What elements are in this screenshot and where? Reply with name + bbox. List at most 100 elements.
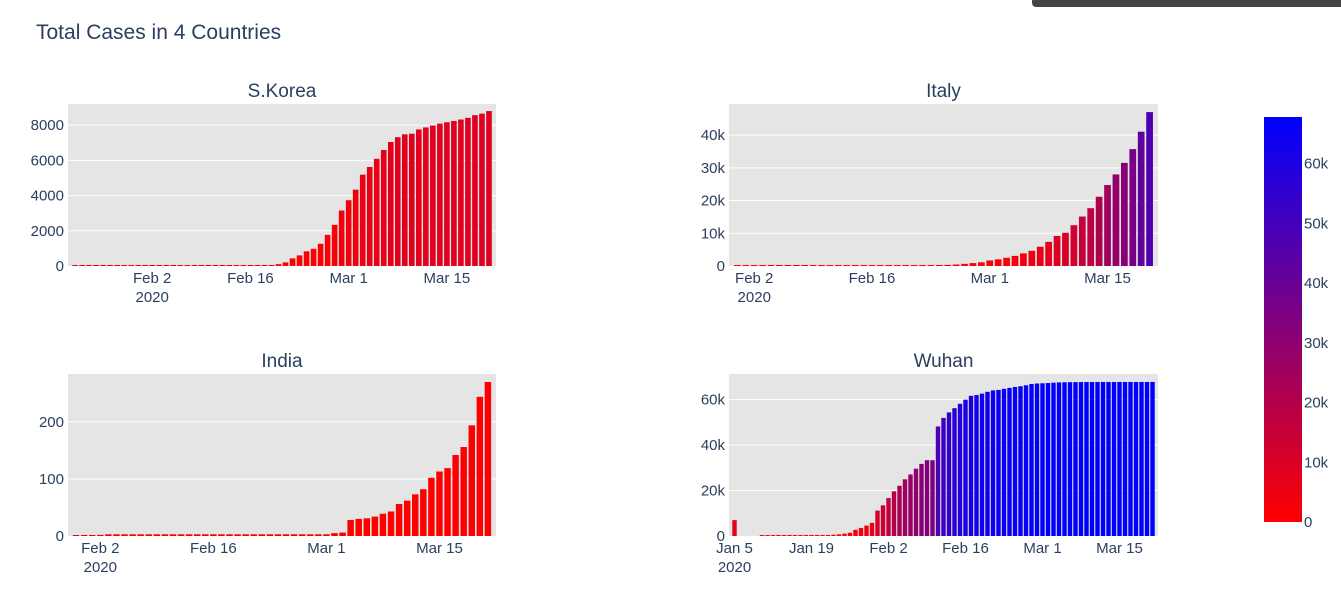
bar <box>436 471 443 536</box>
bar <box>339 532 346 536</box>
x-tick-label: Mar 1 <box>329 270 367 287</box>
bar <box>149 265 156 266</box>
bar <box>902 479 908 536</box>
colorbar-tick-label: 40k <box>1304 275 1329 292</box>
bar <box>170 265 177 266</box>
bar <box>121 265 127 266</box>
bar <box>184 265 191 266</box>
x-tick-year-label: 2020 <box>136 289 169 306</box>
bar <box>927 265 935 266</box>
bar <box>282 262 289 266</box>
bar <box>177 534 185 536</box>
bar <box>307 534 314 536</box>
bar <box>875 510 880 536</box>
bar <box>1137 131 1145 266</box>
y-tick-label: 0 <box>56 258 64 275</box>
bar <box>1117 381 1122 536</box>
bar <box>1056 382 1062 536</box>
bar <box>93 265 99 266</box>
bar <box>234 534 241 536</box>
x-tick-year-label: 2020 <box>84 559 117 576</box>
bar <box>484 381 492 536</box>
bar <box>219 265 226 266</box>
colorbar-tick-label: 50k <box>1304 215 1329 232</box>
bar <box>451 120 457 266</box>
bar <box>1073 382 1078 536</box>
bar <box>1003 257 1010 266</box>
x-tick-label: Feb 2 <box>81 540 119 557</box>
bar <box>952 408 957 536</box>
y-tick-label: 4000 <box>31 188 64 205</box>
colorbar-tick-label: 30k <box>1304 335 1329 352</box>
x-tick-label: Mar 15 <box>1084 270 1131 287</box>
bar <box>902 265 910 266</box>
bar <box>1104 185 1111 266</box>
bar <box>202 534 209 536</box>
bar <box>787 535 792 536</box>
chart-title: Total Cases in 4 Countries <box>36 21 282 44</box>
bar <box>105 534 112 536</box>
bar <box>935 265 943 266</box>
bar <box>834 265 842 266</box>
bar <box>395 504 403 536</box>
bar <box>803 535 809 536</box>
bar <box>212 265 219 266</box>
x-tick-label: Mar 1 <box>307 540 345 557</box>
bar <box>897 485 902 536</box>
bar <box>1106 381 1111 536</box>
bar <box>359 174 366 266</box>
bar <box>1122 381 1128 536</box>
bar <box>732 520 737 536</box>
bar <box>860 265 867 266</box>
bar <box>352 189 359 266</box>
bar <box>191 265 198 266</box>
bar <box>1040 383 1045 536</box>
bar <box>1067 382 1073 536</box>
bar <box>242 534 249 536</box>
bar <box>1070 225 1078 266</box>
bar <box>990 390 996 536</box>
bar <box>366 167 373 266</box>
bar <box>969 263 977 266</box>
bar <box>250 534 257 536</box>
bar <box>1128 381 1133 536</box>
bar <box>226 534 233 536</box>
colorbar: 0 10k 20k 30k 40k 50k 60k <box>1264 117 1329 531</box>
bar <box>387 511 395 536</box>
bar <box>107 265 113 266</box>
bar <box>79 265 85 266</box>
bar <box>373 158 380 266</box>
subplot-title: S.Korea <box>248 81 317 102</box>
bar <box>472 115 478 266</box>
bar <box>913 468 919 536</box>
bar <box>1078 216 1086 266</box>
bar <box>1144 381 1150 536</box>
bar <box>809 265 817 266</box>
bar <box>345 200 352 266</box>
bar <box>465 117 471 267</box>
colorbar-tick-label: 10k <box>1304 454 1329 471</box>
bar <box>145 534 152 536</box>
x-tick-label: Mar 15 <box>1096 540 1143 557</box>
bar <box>153 534 161 536</box>
x-tick-year-label: 2020 <box>718 559 751 576</box>
bar <box>1129 149 1137 266</box>
bar <box>185 534 193 536</box>
x-tick-year-label: 2020 <box>738 289 771 306</box>
bar <box>128 265 134 266</box>
bar <box>408 133 415 266</box>
bar <box>331 224 338 266</box>
bar <box>210 534 217 536</box>
bar <box>858 527 864 536</box>
subplot-s-korea: 0 2000 4000 6000 8000 Feb 2 2020 Feb 16 Mar 1 Mar… <box>31 81 496 306</box>
bar <box>1095 381 1100 536</box>
bar <box>1023 385 1029 536</box>
bar <box>979 393 985 536</box>
bar <box>885 265 893 266</box>
bar <box>1084 382 1089 536</box>
bar <box>814 535 820 536</box>
bar <box>977 262 985 266</box>
y-tick-label: 0 <box>717 258 725 275</box>
y-tick-label: 0 <box>717 528 725 545</box>
bar <box>792 265 800 266</box>
